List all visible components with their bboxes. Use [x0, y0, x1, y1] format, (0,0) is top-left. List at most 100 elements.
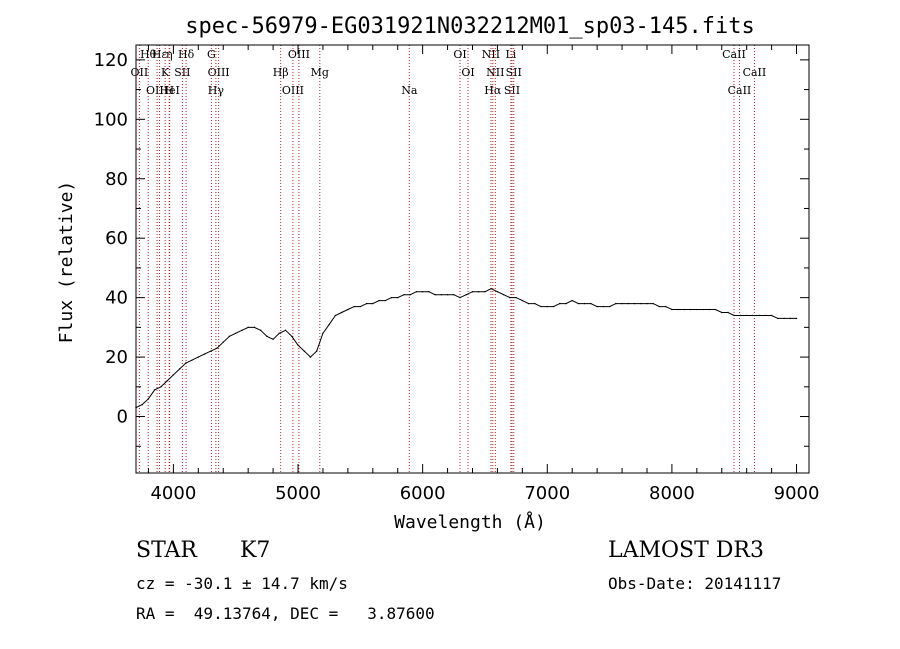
data-point	[459, 296, 461, 299]
data-point	[608, 305, 611, 308]
data-point	[527, 302, 530, 305]
data-point	[646, 302, 648, 305]
line-marker-label: OIII	[288, 48, 310, 61]
chart-title: spec-56979-EG031921N032212M01_sp03-145.f…	[185, 14, 755, 39]
line-marker-label: Na	[401, 84, 418, 97]
data-point	[228, 335, 231, 337]
data-point	[571, 299, 573, 302]
data-point	[795, 317, 798, 320]
survey-name: LAMOST DR3	[608, 538, 764, 563]
line-marker-label: SII	[174, 66, 190, 79]
data-point	[627, 302, 629, 305]
data-point	[241, 329, 243, 332]
data-point	[708, 308, 710, 311]
data-point	[496, 290, 499, 293]
data-point	[758, 314, 760, 317]
data-point	[640, 302, 642, 305]
data-point	[185, 362, 187, 364]
y-tick-label: 80	[105, 169, 128, 190]
data-point	[291, 335, 293, 337]
line-marker-label: Hγ	[208, 84, 225, 97]
data-point	[428, 290, 430, 293]
data-point	[683, 308, 686, 311]
data-point	[353, 305, 355, 308]
data-point	[471, 290, 474, 293]
y-tick-label: 60	[105, 228, 128, 249]
data-point	[421, 290, 424, 293]
cz-value: cz = -30.1 ± 14.7 km/s	[136, 574, 348, 593]
data-point	[259, 329, 262, 332]
plot-frame	[135, 44, 810, 474]
data-point	[178, 368, 181, 370]
data-point	[764, 314, 767, 317]
line-marker-label: SII	[504, 84, 520, 97]
data-point	[284, 329, 287, 332]
coordinates: RA = 49.13764, DEC = 3.87600	[136, 604, 435, 623]
data-point	[565, 302, 567, 305]
data-point	[453, 293, 455, 296]
data-point	[752, 314, 754, 317]
data-point	[359, 305, 362, 308]
line-marker-label: NII	[486, 66, 504, 79]
data-point	[147, 397, 150, 400]
data-point	[465, 293, 467, 296]
data-point	[197, 356, 200, 358]
data-point	[583, 302, 586, 305]
data-point	[658, 305, 661, 308]
data-point	[783, 317, 785, 320]
data-point	[334, 314, 337, 317]
x-tick-label: 5000	[275, 483, 321, 504]
data-point	[347, 308, 349, 311]
data-point	[378, 299, 380, 302]
line-marker-label: Hα	[484, 84, 502, 97]
data-point	[328, 323, 330, 326]
data-point	[733, 314, 735, 317]
data-point	[303, 350, 305, 352]
data-point	[490, 288, 492, 290]
data-point	[664, 305, 667, 308]
x-tick-label: 4000	[150, 483, 196, 504]
data-point	[390, 296, 393, 299]
data-point	[266, 335, 268, 337]
data-point	[191, 359, 193, 361]
data-point	[235, 332, 237, 335]
data-point	[721, 311, 723, 314]
line-marker-label: OI	[461, 66, 474, 79]
line-marker-label: K	[161, 66, 170, 79]
data-point	[677, 308, 679, 311]
line-marker-label: CaII	[722, 48, 746, 61]
y-axis-label: Flux (relative)	[56, 181, 77, 344]
data-point	[559, 302, 561, 305]
data-point	[515, 296, 517, 299]
line-marker-label: CaII	[728, 84, 752, 97]
data-point	[615, 302, 617, 305]
line-marker-label: Hδ	[178, 48, 195, 61]
data-point	[172, 374, 175, 376]
line-marker-label: Hθ	[140, 48, 157, 61]
data-point	[253, 326, 256, 329]
data-point	[222, 341, 224, 343]
x-tick-label: 9000	[774, 483, 820, 504]
data-point	[590, 302, 592, 305]
data-point	[210, 350, 212, 352]
series-line	[135, 288, 797, 409]
line-marker-label: CaII	[743, 66, 767, 79]
line-marker-label: OI	[453, 48, 466, 61]
line-marker-label: Hβ	[273, 66, 289, 79]
data-point	[446, 293, 449, 296]
data-point	[278, 332, 281, 335]
data-point	[160, 386, 162, 388]
line-marker-label: SII	[506, 66, 522, 79]
data-point	[671, 308, 673, 311]
x-tick-label: 8000	[649, 483, 695, 504]
data-point	[777, 317, 779, 320]
x-tick-label: 6000	[400, 483, 446, 504]
x-tick-label: 7000	[524, 483, 570, 504]
line-marker-label: OIII	[208, 66, 230, 79]
data-point	[247, 326, 249, 329]
data-point	[596, 305, 598, 308]
data-point	[546, 305, 548, 308]
data-point	[316, 350, 318, 352]
data-point	[434, 293, 436, 296]
y-tick-label: 40	[105, 288, 128, 309]
